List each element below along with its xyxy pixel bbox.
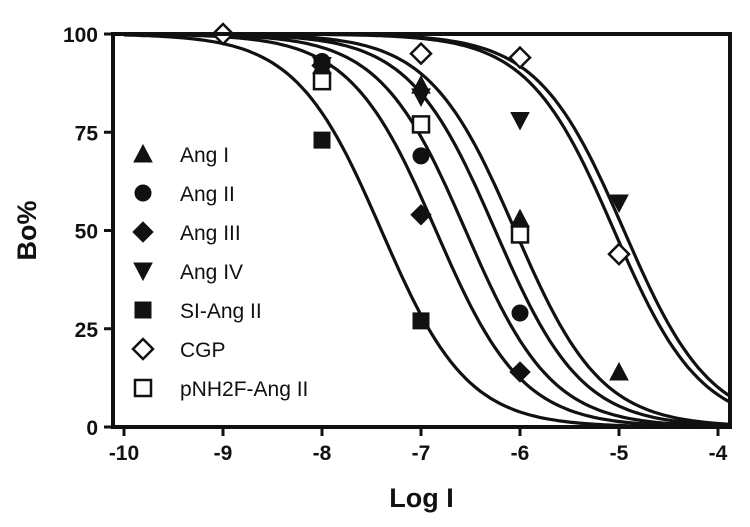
data-point-pnh2f-ang-ii <box>312 71 332 91</box>
fit-curve-si-ang-ii <box>123 34 730 427</box>
legend-label-ang-ii: Ang II <box>180 183 235 206</box>
data-point-cgp <box>409 41 433 66</box>
data-point-pnh2f-ang-ii <box>411 115 431 134</box>
data-point-pnh2f-ang-ii <box>510 225 530 244</box>
legend-label-cgp: CGP <box>180 339 226 362</box>
data-point-ang-iv <box>411 88 431 107</box>
legend-marker-ang-iii <box>132 221 154 243</box>
legend-label-si-ang-ii: SI-Ang II <box>180 300 262 323</box>
y-tick-label: 0 <box>86 417 98 440</box>
data-point-ang-iv <box>609 194 629 214</box>
y-axis-title: Bo% <box>12 201 42 261</box>
data-point-ang-ii <box>412 147 430 165</box>
legend: Ang I Ang II Ang III Ang IV SI-Ang II CGP pNH2… <box>131 143 308 401</box>
x-tick-label: -9 <box>214 442 233 465</box>
data-point-ang-ii <box>511 304 529 322</box>
data-points <box>211 22 631 383</box>
x-tick-label: -5 <box>610 442 629 465</box>
legend-marker-pnh2f-ang-ii <box>133 378 153 398</box>
data-point-ang-i <box>609 361 629 381</box>
data-point-ang-iv <box>312 56 332 76</box>
data-point-ang-iii <box>509 361 531 383</box>
axes: -10-9-8-7-6-5-4-30255075100 <box>63 24 732 465</box>
y-tick-label: 25 <box>75 319 99 342</box>
data-point-si-ang-ii <box>412 312 430 330</box>
legend-label-ang-iii: Ang III <box>180 222 241 245</box>
legend-marker-ang-iv <box>133 262 153 282</box>
x-tick-label: -6 <box>511 442 530 465</box>
legend-marker-cgp <box>131 337 155 361</box>
legend-label-ang-iv: Ang IV <box>180 261 243 284</box>
x-tick-label: -10 <box>109 442 139 465</box>
legend-label-pnh2f-ang-ii: pNH2F-Ang II <box>180 378 308 401</box>
data-point-ang-i <box>510 208 530 228</box>
data-point-cgp <box>508 45 532 70</box>
y-tick-label: 100 <box>63 24 98 47</box>
data-point-si-ang-ii <box>313 131 331 149</box>
legend-marker-si-ang-ii <box>134 301 152 319</box>
legend-marker-ang-ii <box>134 184 152 202</box>
y-tick-label: 75 <box>75 122 99 145</box>
data-point-cgp <box>607 242 631 266</box>
y-tick-label: 50 <box>75 221 98 244</box>
fit-curve-ang-iii <box>124 34 730 427</box>
legend-marker-ang-i <box>133 143 153 163</box>
data-point-ang-iv <box>510 111 530 131</box>
data-point-ang-iii <box>410 204 432 226</box>
x-tick-label: -4 <box>709 442 728 465</box>
x-axis-title: Log I <box>389 483 453 513</box>
x-tick-label: -7 <box>412 442 431 465</box>
x-tick-label: -8 <box>313 442 332 465</box>
legend-label-ang-i: Ang I <box>180 144 229 167</box>
